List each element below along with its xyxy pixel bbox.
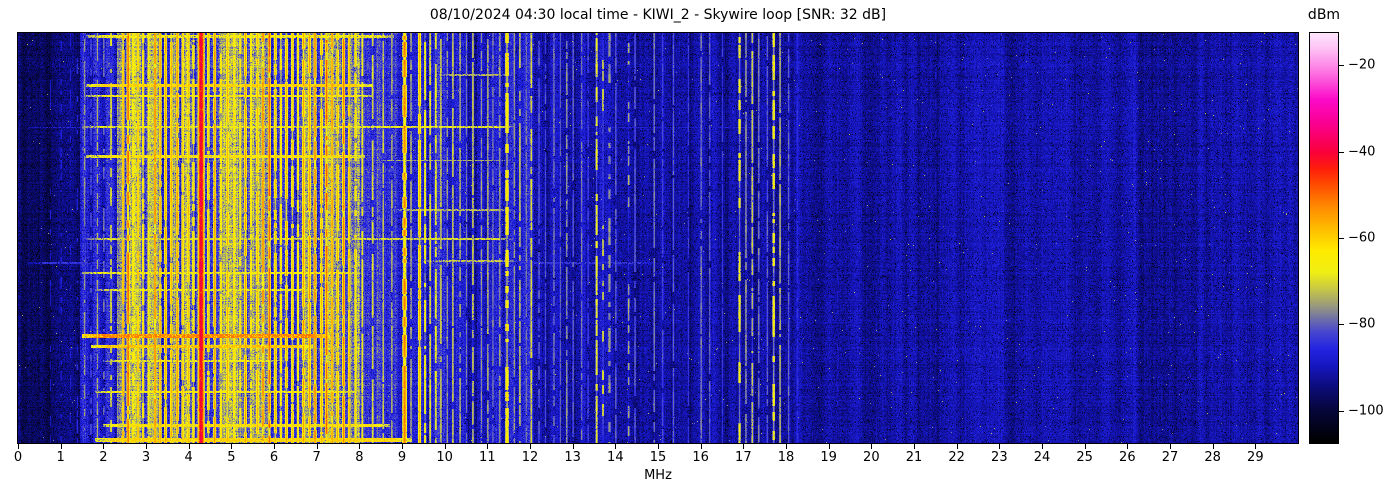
x-tick-mark — [572, 444, 574, 449]
x-tick-mark — [18, 444, 19, 449]
x-tick-mark — [60, 444, 62, 449]
x-axis-label: MHz — [644, 468, 672, 483]
colorbar-tick-mark — [1339, 324, 1344, 326]
x-tick-label: 26 — [1119, 450, 1136, 465]
x-tick-label: 16 — [692, 450, 709, 465]
x-tick-mark — [871, 444, 873, 449]
x-tick-mark — [999, 444, 1001, 449]
x-tick-label: 8 — [355, 450, 364, 465]
colorbar-label: dBm — [1307, 7, 1341, 23]
x-tick-mark — [956, 444, 958, 449]
x-tick-mark — [487, 444, 489, 449]
x-tick-label: 24 — [1033, 450, 1051, 465]
figure-title: 08/10/2024 04:30 local time - KIWI_2 - S… — [429, 7, 887, 23]
x-tick-label: 27 — [1161, 450, 1179, 465]
x-tick-mark — [188, 444, 190, 449]
x-tick-label: 25 — [1076, 450, 1093, 465]
colorbar-tick-label: −20 — [1348, 57, 1376, 73]
colorbar-tick-mark — [1339, 238, 1344, 239]
x-tick-mark — [786, 444, 787, 449]
x-tick-mark — [1255, 444, 1257, 449]
x-tick-mark — [274, 444, 275, 449]
x-tick-label: 5 — [227, 450, 236, 465]
x-tick-label: 20 — [863, 450, 880, 465]
x-tick-label: 0 — [13, 450, 23, 465]
x-tick-label: 23 — [991, 450, 1008, 465]
colorbar-tick-mark — [1339, 65, 1344, 67]
x-tick-mark — [103, 444, 105, 449]
x-tick-label: 19 — [820, 450, 837, 465]
colorbar-gradient-canvas — [1309, 32, 1339, 444]
x-tick-mark — [359, 444, 361, 449]
x-tick-mark — [658, 444, 659, 449]
x-tick-mark — [743, 444, 745, 449]
x-tick-mark — [1042, 444, 1043, 449]
x-tick-mark — [1212, 444, 1214, 449]
x-tick-label: 13 — [564, 450, 581, 465]
x-tick-label: 11 — [479, 450, 496, 465]
x-tick-label: 1 — [56, 450, 65, 465]
colorbar-tick-label: −80 — [1348, 316, 1376, 332]
colorbar-tick-label: −40 — [1348, 144, 1376, 160]
x-tick-label: 17 — [735, 450, 752, 465]
x-tick-mark — [316, 444, 318, 449]
x-tick-label: 12 — [521, 450, 539, 465]
x-tick-mark — [615, 444, 617, 449]
x-tick-label: 6 — [269, 450, 279, 465]
x-tick-label: 18 — [777, 450, 795, 465]
waterfall-spectrogram-canvas — [17, 32, 1299, 444]
x-tick-mark — [1084, 444, 1086, 449]
x-tick-label: 4 — [184, 450, 193, 465]
x-tick-mark — [828, 444, 830, 449]
x-tick-mark — [402, 444, 403, 449]
x-tick-mark — [444, 444, 446, 449]
x-tick-label: 21 — [905, 450, 923, 465]
x-tick-label: 7 — [312, 450, 321, 465]
x-tick-label: 2 — [99, 450, 108, 465]
colorbar-tick-label: −60 — [1348, 230, 1376, 246]
x-tick-mark — [914, 444, 915, 449]
x-tick-label: 3 — [141, 450, 151, 465]
x-tick-label: 14 — [607, 450, 624, 465]
x-tick-mark — [700, 444, 702, 449]
x-tick-label: 15 — [649, 450, 667, 465]
x-tick-label: 10 — [436, 450, 453, 465]
x-tick-mark — [1170, 444, 1171, 449]
colorbar-tick-mark — [1339, 151, 1344, 153]
x-tick-mark — [146, 444, 147, 449]
x-tick-label: 28 — [1204, 450, 1221, 465]
x-tick-label: 9 — [397, 450, 407, 465]
x-tick-mark — [1127, 444, 1129, 449]
x-tick-mark — [530, 444, 531, 449]
x-tick-label: 22 — [948, 450, 965, 465]
colorbar-tick-mark — [1339, 410, 1344, 412]
x-tick-mark — [231, 444, 233, 449]
x-tick-label: 29 — [1247, 450, 1264, 465]
colorbar-tick-label: −100 — [1348, 403, 1384, 419]
